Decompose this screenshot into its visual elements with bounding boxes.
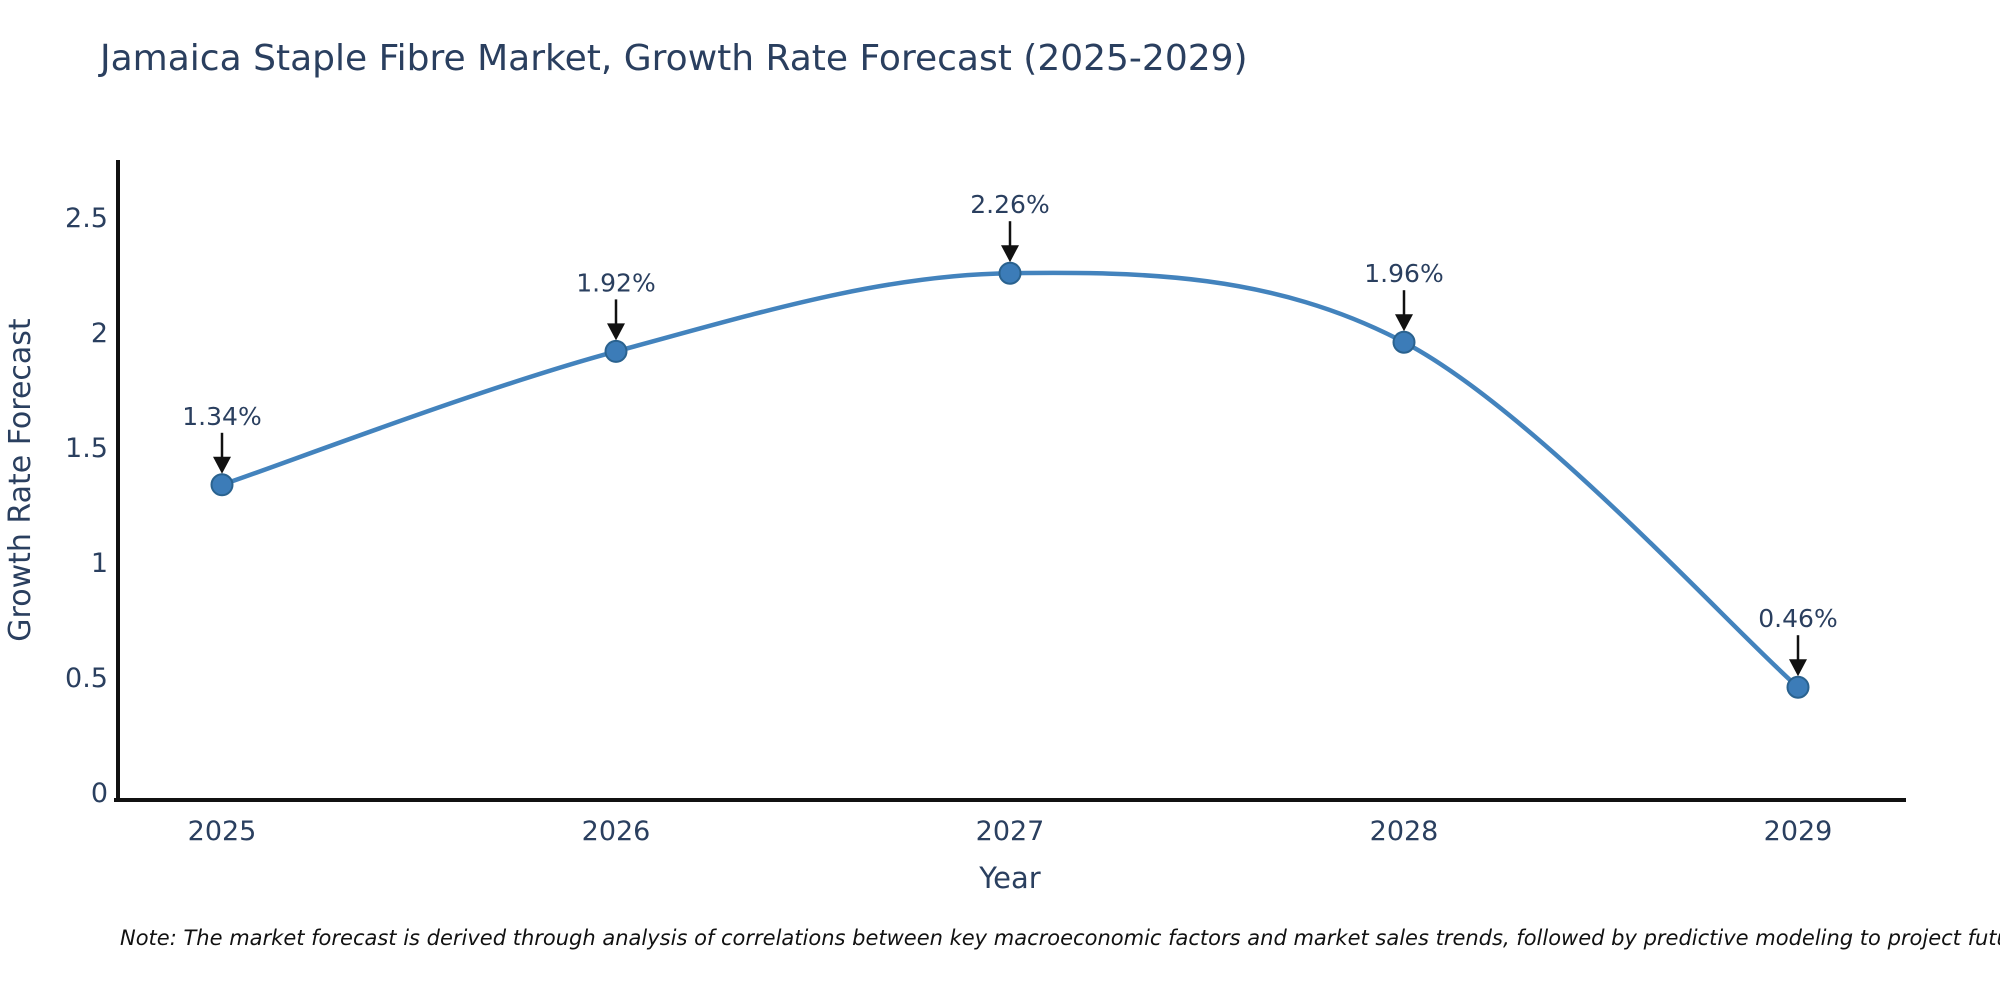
annotation-label-2026: 1.92% [576,268,655,297]
series-growth-rate [210,261,1810,699]
y-axis-ticks: 0 0.5 1 1.5 2 2.5 [65,203,108,809]
chart-title: Jamaica Staple Fibre Market, Growth Rate… [100,38,1248,79]
x-tick-label: 2027 [976,816,1045,847]
x-tick-label: 2026 [582,816,651,847]
point-annotations: 1.34% 1.92% 2.26% 1.96% 0.46% [182,190,1838,677]
data-point-2028[interactable] [1392,330,1416,354]
growth-rate-line [219,270,1801,690]
y-tick-label: 2 [91,318,108,349]
footnote: Note: The market forecast is derived thr… [120,926,2000,950]
x-axis-ticks: 2025 2026 2027 2028 2029 [188,816,1833,847]
annotation-label-2027: 2.26% [970,190,1049,219]
x-tick-label: 2029 [1764,816,1833,847]
data-point-2026[interactable] [604,339,628,363]
annotation-label-2028: 1.96% [1364,259,1443,288]
y-axis-title: Growth Rate Forecast [3,318,38,642]
y-tick-label: 0 [91,778,108,809]
annotation-arrow-head [213,456,231,474]
y-tick-label: 1 [91,548,108,579]
y-tick-label: 2.5 [65,203,108,234]
annotation-arrow-head [1395,314,1413,332]
data-point-2029[interactable] [1786,675,1810,699]
x-tick-label: 2025 [188,816,257,847]
y-tick-label: 1.5 [65,433,108,464]
annotation-label-2025: 1.34% [182,402,261,431]
annotation-arrow-head [1001,245,1019,263]
x-axis-title: Year [978,861,1040,895]
annotation-arrow-head [1789,659,1807,677]
y-tick-label: 0.5 [65,663,108,694]
data-point-2027[interactable] [998,261,1022,285]
axes [114,160,1906,802]
annotation-arrow-head [607,323,625,341]
x-tick-label: 2028 [1370,816,1439,847]
data-point-2025[interactable] [210,473,234,497]
annotation-label-2029: 0.46% [1758,604,1837,633]
